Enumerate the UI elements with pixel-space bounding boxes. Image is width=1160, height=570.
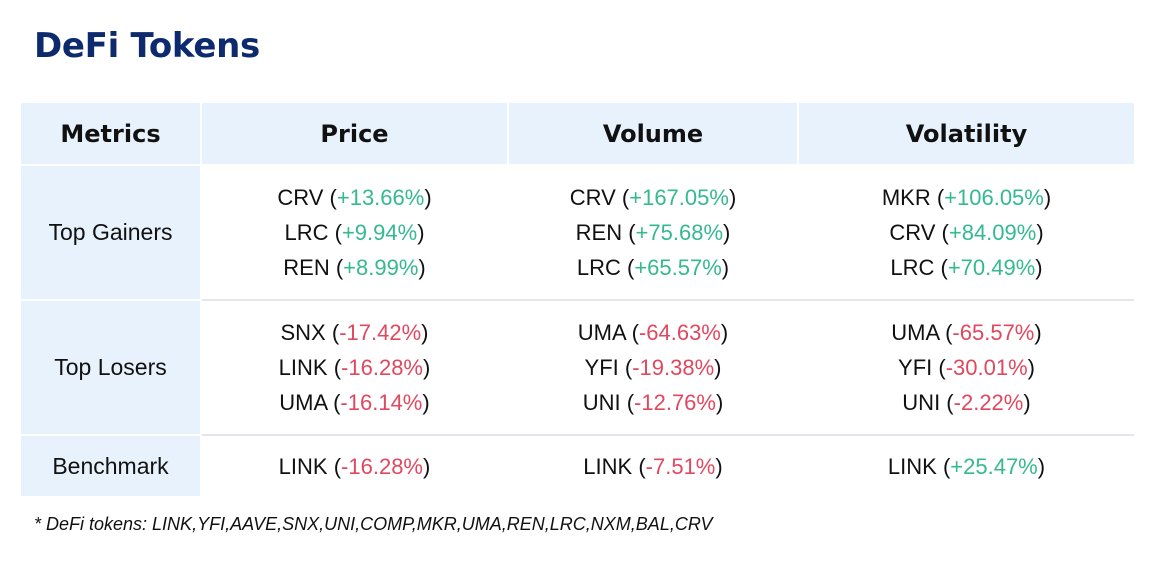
token-entry: REN (+8.99%): [283, 255, 426, 280]
cell-losers-volatility: UMA (-65.57%) YFI (-30.01%) UNI (-2.22%): [798, 300, 1134, 436]
token-entry: UMA (-64.63%): [577, 320, 729, 345]
token-entry: LRC (+65.57%): [576, 255, 730, 280]
token-entry: MKR (+106.05%): [881, 185, 1052, 210]
token-entry: UNI (-2.22%): [902, 390, 1031, 415]
token-entry: LRC (+70.49%): [890, 255, 1043, 280]
table-row-top-losers: Top Losers SNX (-17.42%) LINK (-16.28%) …: [21, 300, 1134, 436]
cell-benchmark-volatility: LINK (+25.47%): [798, 435, 1134, 496]
token-entry: LINK (-7.51%): [583, 453, 723, 479]
row-label-top-losers: Top Losers: [21, 300, 202, 436]
token-entry: LINK (-16.28%): [278, 355, 431, 380]
row-label-benchmark: Benchmark: [21, 435, 202, 496]
token-entry: CRV (+167.05%): [569, 185, 737, 210]
footnote: * DeFi tokens: LINK,YFI,AAVE,SNX,UNI,COM…: [34, 514, 713, 534]
cell-benchmark-price: LINK (-16.28%): [201, 435, 509, 496]
token-entry: LINK (-16.28%): [278, 453, 431, 479]
token-entry: CRV (+13.66%): [277, 185, 432, 210]
cell-gainers-volume: CRV (+167.05%) REN (+75.68%) LRC (+65.57…: [508, 165, 799, 301]
token-entry: UNI (-12.76%): [582, 390, 724, 415]
token-entry: UMA (-65.57%): [891, 320, 1042, 345]
cell-benchmark-volume: LINK (-7.51%): [508, 435, 799, 496]
token-entry: UMA (-16.14%): [279, 390, 430, 415]
cell-losers-price: SNX (-17.42%) LINK (-16.28%) UMA (-16.14…: [201, 300, 509, 436]
token-entry: YFI (-19.38%): [584, 355, 722, 380]
token-entry: CRV (+84.09%): [889, 220, 1044, 245]
header-metrics: Metrics: [21, 103, 202, 166]
header-volatility: Volatility: [798, 103, 1134, 166]
token-entry: SNX (-17.42%): [280, 320, 429, 345]
token-entry: LINK (+25.47%): [887, 453, 1046, 479]
page-title: DeFi Tokens: [34, 26, 260, 66]
cell-gainers-price: CRV (+13.66%) LRC (+9.94%) REN (+8.99%): [201, 165, 509, 301]
defi-metrics-table: Metrics Price Volume Volatility Top Gain…: [21, 103, 1134, 496]
table-header-row: Metrics Price Volume Volatility: [21, 103, 1134, 166]
header-volume: Volume: [508, 103, 799, 166]
row-label-top-gainers: Top Gainers: [21, 165, 202, 301]
token-entry: LRC (+9.94%): [284, 220, 425, 245]
table-row-top-gainers: Top Gainers CRV (+13.66%) LRC (+9.94%) R…: [21, 165, 1134, 301]
token-entry: YFI (-30.01%): [898, 355, 1035, 380]
table-row-benchmark: Benchmark LINK (-16.28%) LINK (-7.51%) L…: [21, 435, 1134, 496]
cell-losers-volume: UMA (-64.63%) YFI (-19.38%) UNI (-12.76%…: [508, 300, 799, 436]
header-price: Price: [201, 103, 509, 166]
token-entry: REN (+75.68%): [575, 220, 731, 245]
cell-gainers-volatility: MKR (+106.05%) CRV (+84.09%) LRC (+70.49…: [798, 165, 1134, 301]
